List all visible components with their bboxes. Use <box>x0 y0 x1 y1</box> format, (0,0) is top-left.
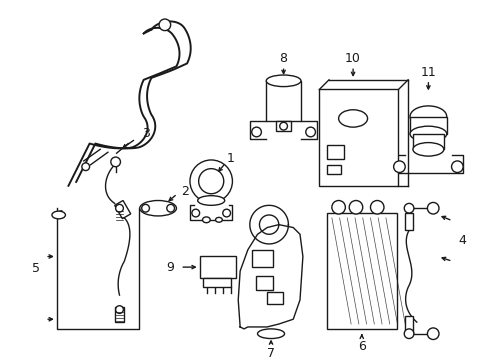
Circle shape <box>427 202 438 214</box>
Bar <box>319 90 398 186</box>
Bar <box>326 145 344 159</box>
Polygon shape <box>238 225 302 329</box>
Bar <box>265 81 300 121</box>
Ellipse shape <box>409 126 446 141</box>
Circle shape <box>223 209 230 217</box>
Text: 10: 10 <box>345 52 360 65</box>
Bar <box>115 307 124 322</box>
Bar <box>203 278 230 287</box>
Ellipse shape <box>202 217 210 223</box>
Circle shape <box>111 157 120 167</box>
Bar <box>255 276 272 290</box>
Bar <box>251 250 272 267</box>
Circle shape <box>427 328 438 339</box>
Text: 7: 7 <box>266 347 274 360</box>
Circle shape <box>115 204 123 212</box>
Circle shape <box>370 201 383 214</box>
Circle shape <box>450 161 462 172</box>
Circle shape <box>305 127 315 137</box>
Circle shape <box>279 122 287 130</box>
Bar <box>266 292 282 304</box>
Ellipse shape <box>412 143 443 156</box>
Circle shape <box>331 201 345 214</box>
Ellipse shape <box>338 110 367 127</box>
Circle shape <box>159 19 170 31</box>
Bar <box>199 256 236 278</box>
Circle shape <box>393 161 405 172</box>
Text: 3: 3 <box>142 127 149 140</box>
Text: 8: 8 <box>279 52 287 65</box>
Ellipse shape <box>409 106 446 127</box>
Bar <box>405 213 412 230</box>
Circle shape <box>198 168 224 194</box>
Text: 6: 6 <box>357 340 365 353</box>
Bar <box>409 117 446 134</box>
Circle shape <box>348 201 362 214</box>
Bar <box>115 201 130 219</box>
Ellipse shape <box>140 201 176 216</box>
Ellipse shape <box>52 211 65 219</box>
Text: 9: 9 <box>166 261 174 274</box>
Circle shape <box>189 160 232 202</box>
Circle shape <box>166 204 174 212</box>
Bar <box>412 134 443 149</box>
Ellipse shape <box>265 75 300 87</box>
Text: 5: 5 <box>31 262 40 275</box>
Circle shape <box>142 204 149 212</box>
Circle shape <box>115 306 123 314</box>
Ellipse shape <box>257 329 284 338</box>
Bar <box>405 316 412 334</box>
Circle shape <box>81 163 89 171</box>
Circle shape <box>404 203 413 213</box>
Circle shape <box>191 209 199 217</box>
Ellipse shape <box>215 217 222 222</box>
Text: 11: 11 <box>420 66 435 78</box>
Text: 4: 4 <box>457 234 465 247</box>
Circle shape <box>251 127 261 137</box>
Text: 1: 1 <box>226 152 234 165</box>
Ellipse shape <box>197 196 224 205</box>
Bar <box>326 165 340 175</box>
Circle shape <box>404 329 413 338</box>
Text: 2: 2 <box>181 185 189 198</box>
Bar <box>275 121 291 131</box>
Bar <box>326 213 396 329</box>
